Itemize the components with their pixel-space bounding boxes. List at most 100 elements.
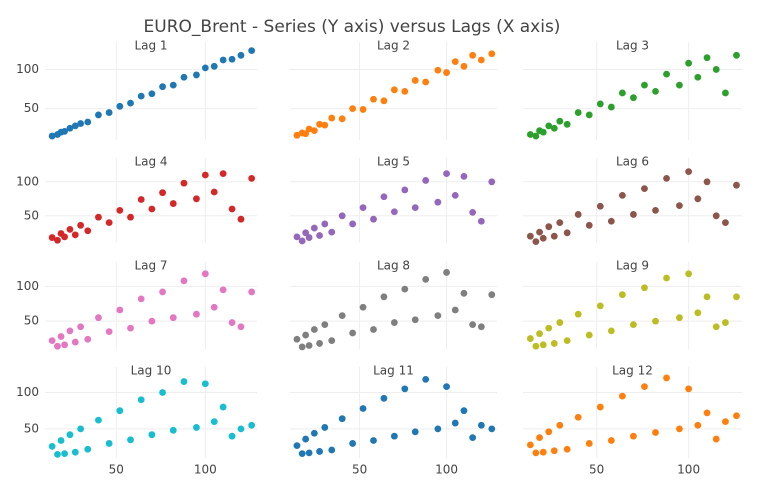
point <box>685 168 693 176</box>
point <box>380 293 388 301</box>
point <box>310 224 318 232</box>
point <box>169 81 177 89</box>
point <box>585 331 593 339</box>
point <box>349 329 357 337</box>
point <box>630 211 637 218</box>
point <box>305 125 313 133</box>
point <box>201 380 209 388</box>
point <box>532 342 540 350</box>
point <box>585 221 593 229</box>
point <box>536 434 543 442</box>
point <box>722 418 729 425</box>
point <box>316 340 323 347</box>
point <box>316 232 323 239</box>
point <box>380 394 388 402</box>
point <box>61 127 68 135</box>
point <box>703 293 711 301</box>
point <box>545 122 553 130</box>
point <box>460 172 468 180</box>
point <box>127 99 134 107</box>
point <box>733 293 740 301</box>
point <box>237 215 245 223</box>
point <box>66 226 74 233</box>
point <box>237 51 245 59</box>
point <box>54 342 61 350</box>
point <box>545 428 553 436</box>
point <box>370 95 377 103</box>
panel-label: Lag 10 <box>131 364 172 378</box>
point <box>488 50 496 58</box>
point <box>321 121 329 129</box>
panel-label: Lag 6 <box>616 155 649 169</box>
point <box>443 170 450 178</box>
point <box>248 47 256 55</box>
point <box>722 219 729 227</box>
y-tick-label: 100 <box>16 385 39 399</box>
point <box>526 131 534 138</box>
point <box>219 286 227 294</box>
point <box>54 450 61 458</box>
point <box>95 314 102 322</box>
x-tick-label: 50 <box>589 463 604 477</box>
point <box>401 285 409 293</box>
point <box>338 312 346 319</box>
point <box>148 205 156 213</box>
point <box>302 435 310 443</box>
point <box>48 337 56 345</box>
point <box>390 319 398 326</box>
point <box>443 269 450 276</box>
point <box>641 284 648 292</box>
point <box>54 236 61 244</box>
point <box>328 114 336 122</box>
point <box>532 132 540 140</box>
x-tick-label: 100 <box>435 463 458 477</box>
point <box>293 233 301 241</box>
point <box>137 295 145 303</box>
point <box>545 223 553 231</box>
point <box>460 407 468 415</box>
point <box>193 195 200 203</box>
point <box>298 343 306 351</box>
point <box>596 403 604 411</box>
point <box>298 237 306 245</box>
point <box>148 431 156 439</box>
point <box>66 327 74 335</box>
point <box>248 175 256 182</box>
point <box>305 342 313 349</box>
point <box>77 221 85 229</box>
point <box>488 178 496 186</box>
point <box>618 392 626 400</box>
point <box>712 435 720 443</box>
point <box>526 335 534 342</box>
point <box>411 428 419 436</box>
point <box>451 58 459 65</box>
point <box>641 185 648 193</box>
point <box>380 193 388 201</box>
point <box>316 120 323 128</box>
point <box>310 127 318 134</box>
point <box>607 217 615 225</box>
point <box>359 204 367 212</box>
point <box>105 219 113 227</box>
point <box>618 89 626 97</box>
point <box>105 328 113 335</box>
point <box>477 323 485 331</box>
point <box>733 412 740 420</box>
point <box>460 62 468 70</box>
point <box>137 196 145 203</box>
point <box>685 270 693 278</box>
point <box>210 62 218 70</box>
point <box>127 324 134 332</box>
point <box>574 109 582 116</box>
point <box>180 277 188 285</box>
point <box>596 302 604 310</box>
point <box>248 421 256 429</box>
point <box>328 446 336 454</box>
point <box>676 202 683 210</box>
point <box>401 87 409 95</box>
point <box>434 198 442 206</box>
point <box>722 89 729 97</box>
point <box>676 81 683 89</box>
point <box>443 69 450 76</box>
point <box>193 310 200 318</box>
